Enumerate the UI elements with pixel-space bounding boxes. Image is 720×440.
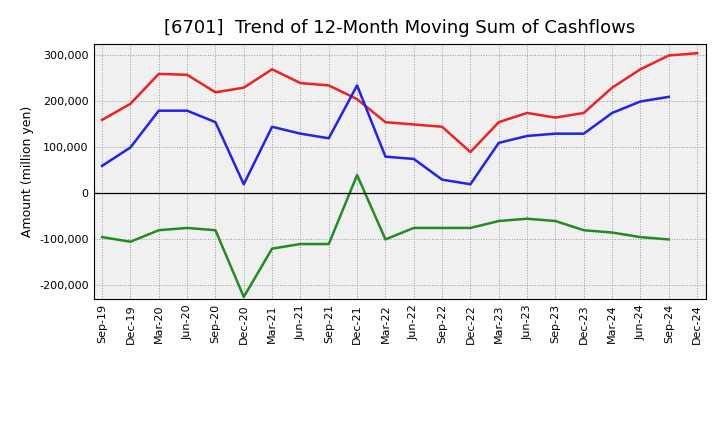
Free Cashflow — [466, 182, 474, 187]
Investing Cashflow — [665, 237, 673, 242]
Operating Cashflow — [325, 83, 333, 88]
Operating Cashflow — [211, 90, 220, 95]
Free Cashflow — [438, 177, 446, 182]
Operating Cashflow — [495, 120, 503, 125]
Investing Cashflow — [495, 218, 503, 224]
Investing Cashflow — [466, 225, 474, 231]
Investing Cashflow — [438, 225, 446, 231]
Operating Cashflow — [126, 101, 135, 106]
Investing Cashflow — [523, 216, 531, 221]
Operating Cashflow — [665, 53, 673, 58]
Investing Cashflow — [98, 235, 107, 240]
Investing Cashflow — [155, 227, 163, 233]
Investing Cashflow — [551, 218, 559, 224]
Free Cashflow — [353, 83, 361, 88]
Free Cashflow — [296, 131, 305, 136]
Free Cashflow — [608, 110, 616, 116]
Operating Cashflow — [240, 85, 248, 90]
Investing Cashflow — [636, 235, 644, 240]
Operating Cashflow — [353, 96, 361, 102]
Free Cashflow — [126, 145, 135, 150]
Title: [6701]  Trend of 12-Month Moving Sum of Cashflows: [6701] Trend of 12-Month Moving Sum of C… — [164, 19, 635, 37]
Free Cashflow — [665, 94, 673, 99]
Free Cashflow — [495, 140, 503, 146]
Operating Cashflow — [636, 66, 644, 72]
Y-axis label: Amount (million yen): Amount (million yen) — [21, 106, 34, 237]
Free Cashflow — [523, 133, 531, 139]
Free Cashflow — [410, 156, 418, 161]
Free Cashflow — [183, 108, 192, 114]
Investing Cashflow — [410, 225, 418, 231]
Investing Cashflow — [580, 227, 588, 233]
Operating Cashflow — [466, 150, 474, 155]
Investing Cashflow — [211, 227, 220, 233]
Operating Cashflow — [551, 115, 559, 120]
Operating Cashflow — [268, 66, 276, 72]
Operating Cashflow — [608, 85, 616, 90]
Investing Cashflow — [381, 237, 390, 242]
Free Cashflow — [268, 124, 276, 129]
Investing Cashflow — [268, 246, 276, 251]
Free Cashflow — [98, 163, 107, 169]
Operating Cashflow — [410, 122, 418, 127]
Free Cashflow — [240, 182, 248, 187]
Investing Cashflow — [126, 239, 135, 244]
Investing Cashflow — [296, 242, 305, 247]
Operating Cashflow — [693, 51, 701, 56]
Free Cashflow — [155, 108, 163, 114]
Investing Cashflow — [608, 230, 616, 235]
Line: Operating Cashflow: Operating Cashflow — [102, 53, 697, 152]
Free Cashflow — [211, 120, 220, 125]
Operating Cashflow — [155, 71, 163, 77]
Investing Cashflow — [183, 225, 192, 231]
Operating Cashflow — [296, 81, 305, 86]
Investing Cashflow — [240, 294, 248, 300]
Line: Free Cashflow: Free Cashflow — [102, 85, 669, 184]
Investing Cashflow — [353, 172, 361, 178]
Free Cashflow — [580, 131, 588, 136]
Operating Cashflow — [580, 110, 588, 116]
Free Cashflow — [381, 154, 390, 159]
Free Cashflow — [636, 99, 644, 104]
Operating Cashflow — [98, 117, 107, 122]
Investing Cashflow — [325, 242, 333, 247]
Operating Cashflow — [183, 72, 192, 77]
Free Cashflow — [551, 131, 559, 136]
Operating Cashflow — [438, 124, 446, 129]
Operating Cashflow — [523, 110, 531, 116]
Operating Cashflow — [381, 120, 390, 125]
Line: Investing Cashflow: Investing Cashflow — [102, 175, 669, 297]
Free Cashflow — [325, 136, 333, 141]
